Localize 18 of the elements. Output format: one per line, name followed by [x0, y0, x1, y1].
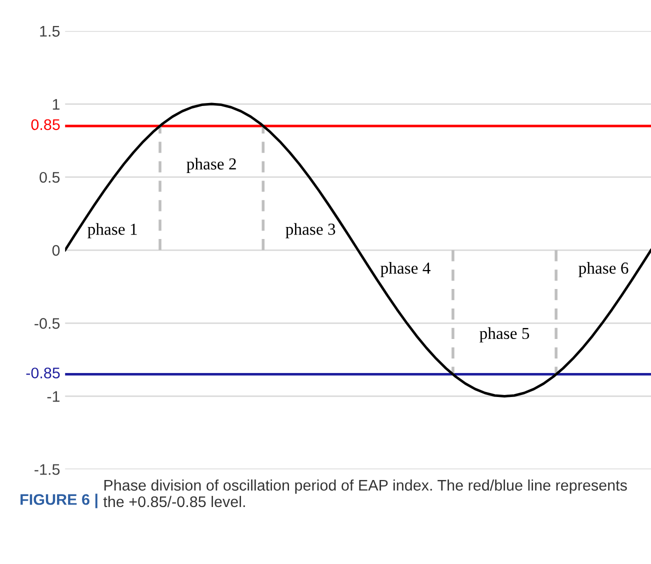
ref-line-label: 0.85: [31, 119, 60, 130]
annotation: phase 1: [88, 223, 137, 238]
y-tick-label: -0.5: [34, 318, 60, 329]
y-tick-label: 0.5: [40, 172, 60, 183]
ref-line-label: -0.85: [26, 368, 60, 378]
y-tick-label: -1.5: [34, 464, 60, 475]
annotation: phase 2: [186, 158, 236, 173]
annotation: phase 4: [380, 262, 430, 278]
line-series: [65, 102, 651, 398]
y-tick-label: 1: [52, 99, 60, 110]
y-tick-label: 0: [52, 245, 60, 256]
caption: FIGURE 6 |: [20, 494, 98, 508]
y-tick-label: -1: [47, 391, 60, 402]
text: Phase division of oscillation period of EAP index. The red/blue line represents the +0.85/-0.85 level.: [103, 479, 627, 508]
annotation: phase 6: [578, 262, 628, 278]
y-tick-label: 1.5: [40, 26, 60, 37]
annotation: phase 3: [286, 223, 336, 238]
annotation: phase 5: [480, 327, 530, 342]
